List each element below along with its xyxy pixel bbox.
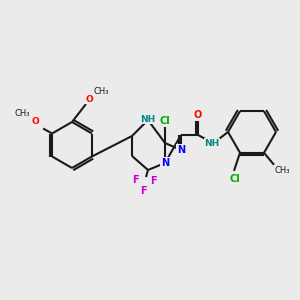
Text: O: O xyxy=(85,94,93,103)
Text: O: O xyxy=(31,117,39,126)
Text: N: N xyxy=(177,145,185,155)
Text: CH₃: CH₃ xyxy=(14,109,30,118)
Text: CH₃: CH₃ xyxy=(274,166,290,175)
Text: O: O xyxy=(194,110,202,120)
Text: F: F xyxy=(150,176,156,186)
Text: F: F xyxy=(140,186,146,196)
Text: NH: NH xyxy=(204,139,220,148)
Text: NH: NH xyxy=(140,115,156,124)
Text: F: F xyxy=(132,175,138,185)
Text: CH₃: CH₃ xyxy=(93,88,109,97)
Text: Cl: Cl xyxy=(160,116,170,126)
Text: N: N xyxy=(161,158,169,168)
Text: Cl: Cl xyxy=(230,174,240,184)
